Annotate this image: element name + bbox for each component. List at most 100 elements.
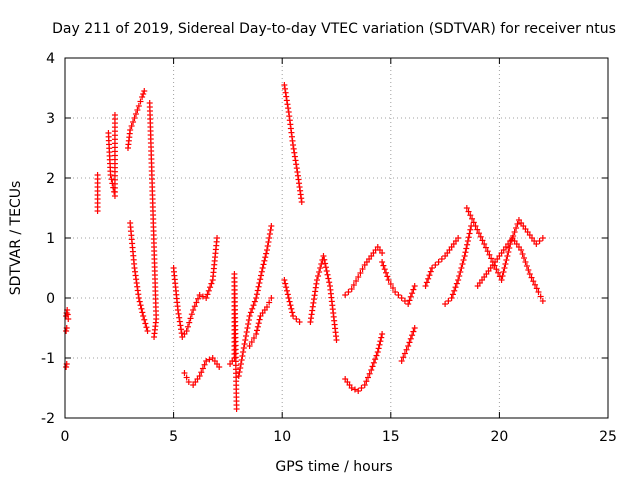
data-point	[532, 281, 539, 288]
data-point	[191, 303, 198, 310]
data-point	[243, 329, 250, 335]
data-point	[539, 235, 546, 241]
data-point	[181, 370, 188, 376]
data-point	[453, 280, 460, 287]
data-point	[451, 287, 458, 294]
data-point	[322, 264, 329, 271]
data-point	[258, 272, 265, 279]
data-point	[405, 301, 412, 307]
data-point	[236, 369, 243, 375]
data-point	[285, 105, 292, 112]
data-point	[185, 379, 192, 385]
data-point	[283, 97, 290, 104]
data-point	[403, 346, 410, 353]
data-point	[533, 285, 540, 292]
data-point	[178, 326, 185, 333]
data-point	[188, 311, 195, 318]
data-points	[63, 82, 546, 412]
data-point	[463, 205, 470, 211]
data-point	[435, 259, 442, 265]
data-point	[284, 101, 291, 108]
data-point	[235, 373, 242, 379]
data-point	[201, 361, 208, 368]
data-point	[135, 295, 142, 301]
data-point	[313, 277, 320, 283]
data-point	[379, 250, 386, 256]
data-point	[363, 378, 370, 385]
data-point	[392, 289, 399, 295]
data-point	[452, 284, 459, 291]
data-point	[293, 165, 300, 172]
data-point	[486, 251, 493, 258]
data-point	[379, 331, 386, 337]
data-point	[240, 345, 247, 351]
data-point	[448, 295, 455, 301]
data-point	[286, 298, 293, 305]
data-point	[373, 352, 380, 359]
data-point	[379, 259, 386, 265]
data-point	[389, 285, 396, 291]
data-point	[186, 319, 193, 326]
data-point	[426, 272, 433, 279]
data-point	[245, 321, 252, 327]
data-point	[128, 123, 135, 129]
data-point	[199, 365, 206, 372]
data-point	[326, 279, 333, 286]
data-point	[427, 268, 434, 275]
data-point	[263, 304, 270, 310]
data-point	[536, 238, 543, 244]
y-tick-label: 4	[46, 51, 55, 67]
data-point	[465, 208, 472, 215]
data-point	[475, 230, 482, 237]
data-point	[143, 324, 150, 331]
data-point	[410, 328, 417, 335]
data-point	[206, 356, 213, 363]
data-point	[456, 273, 463, 279]
data-point	[482, 244, 489, 251]
data-point	[461, 253, 468, 259]
data-point	[345, 289, 352, 295]
data-point	[513, 225, 520, 231]
data-point	[65, 316, 72, 322]
data-point	[63, 364, 70, 370]
data-point	[523, 263, 530, 269]
data-point	[466, 230, 473, 237]
data-point	[183, 374, 190, 381]
data-point	[407, 293, 414, 300]
data-point	[376, 341, 383, 348]
data-point	[261, 257, 268, 264]
data-point	[499, 273, 506, 279]
data-point	[406, 297, 413, 304]
x-tick-label: 20	[490, 429, 508, 445]
data-point	[268, 295, 275, 301]
data-point	[287, 302, 294, 309]
data-point	[463, 245, 470, 252]
data-point	[262, 254, 269, 261]
data-point	[316, 269, 323, 275]
data-point	[467, 212, 474, 219]
data-point	[442, 301, 449, 307]
data-point	[216, 364, 223, 370]
data-point	[187, 315, 194, 322]
data-point	[293, 316, 300, 322]
data-point	[457, 269, 464, 275]
x-tick-label: 15	[382, 429, 400, 445]
data-point	[495, 269, 502, 276]
data-point	[132, 111, 139, 117]
data-point	[190, 307, 197, 313]
data-point	[242, 337, 249, 343]
data-point	[411, 283, 418, 289]
data-point	[176, 318, 183, 325]
data-point	[378, 334, 385, 341]
data-point	[199, 293, 206, 300]
data-point	[131, 115, 138, 121]
data-point	[460, 257, 467, 263]
y-tick-label: 0	[46, 291, 55, 307]
data-point	[530, 278, 537, 285]
data-point	[251, 298, 258, 305]
data-point	[281, 85, 288, 92]
data-point	[472, 223, 479, 229]
data-point	[370, 359, 377, 366]
data-point	[136, 298, 143, 305]
chart-title: Day 211 of 2019, Sidereal Day-to-day VTE…	[52, 21, 616, 37]
